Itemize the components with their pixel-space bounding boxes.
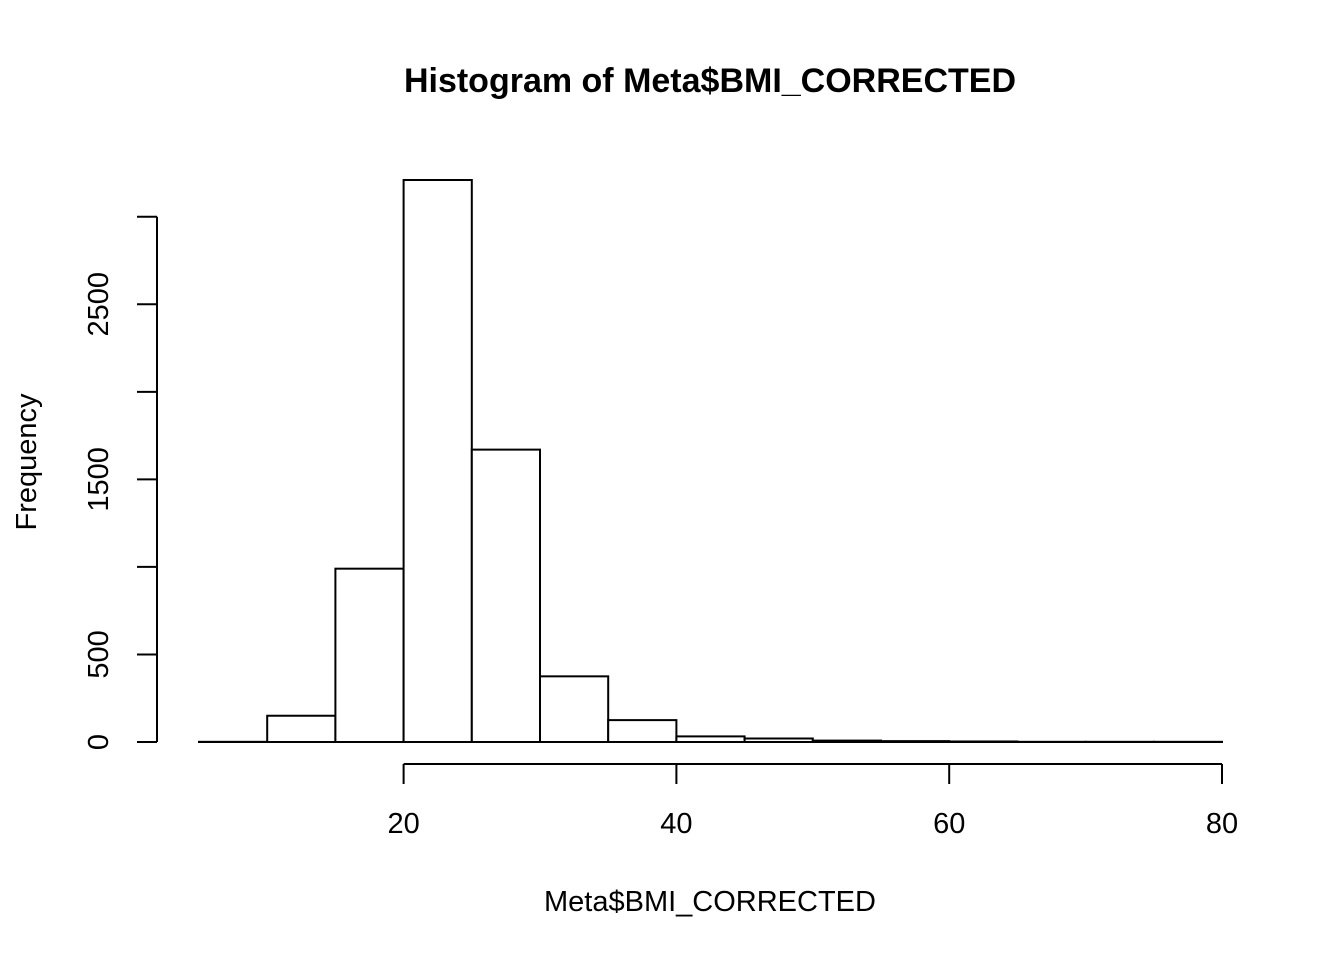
histogram-bar (334, 567, 405, 744)
histogram-bar (880, 740, 951, 744)
histogram-bar (607, 719, 678, 743)
x-tick-label: 20 (387, 808, 419, 840)
x-axis: 20 40 60 80 (387, 763, 1238, 840)
x-tick-label: 80 (1206, 808, 1238, 840)
y-axis-label: Frequency (11, 393, 43, 531)
chart-title: Histogram of Meta$BMI_CORRECTED (404, 62, 1016, 100)
y-tick-label: 2500 (83, 272, 115, 337)
x-tick-label: 40 (660, 808, 692, 840)
x-axis-label: Meta$BMI_CORRECTED (544, 886, 876, 918)
y-tick-label: 500 (83, 630, 115, 678)
y-tick-label: 0 (83, 734, 115, 750)
histogram-bar (811, 739, 882, 743)
histogram-bar (539, 675, 610, 743)
histogram-bar (743, 737, 814, 743)
histogram-bar (675, 735, 746, 744)
bars-group (198, 179, 1224, 744)
y-axis: 0 500 1500 2500 (83, 215, 158, 750)
histogram-bar (470, 448, 541, 743)
histogram-bar (948, 740, 1019, 744)
histogram-bar (266, 714, 337, 744)
x-tick-label: 60 (933, 808, 965, 840)
histogram-bar (402, 179, 473, 743)
y-tick-label: 1500 (83, 447, 115, 512)
